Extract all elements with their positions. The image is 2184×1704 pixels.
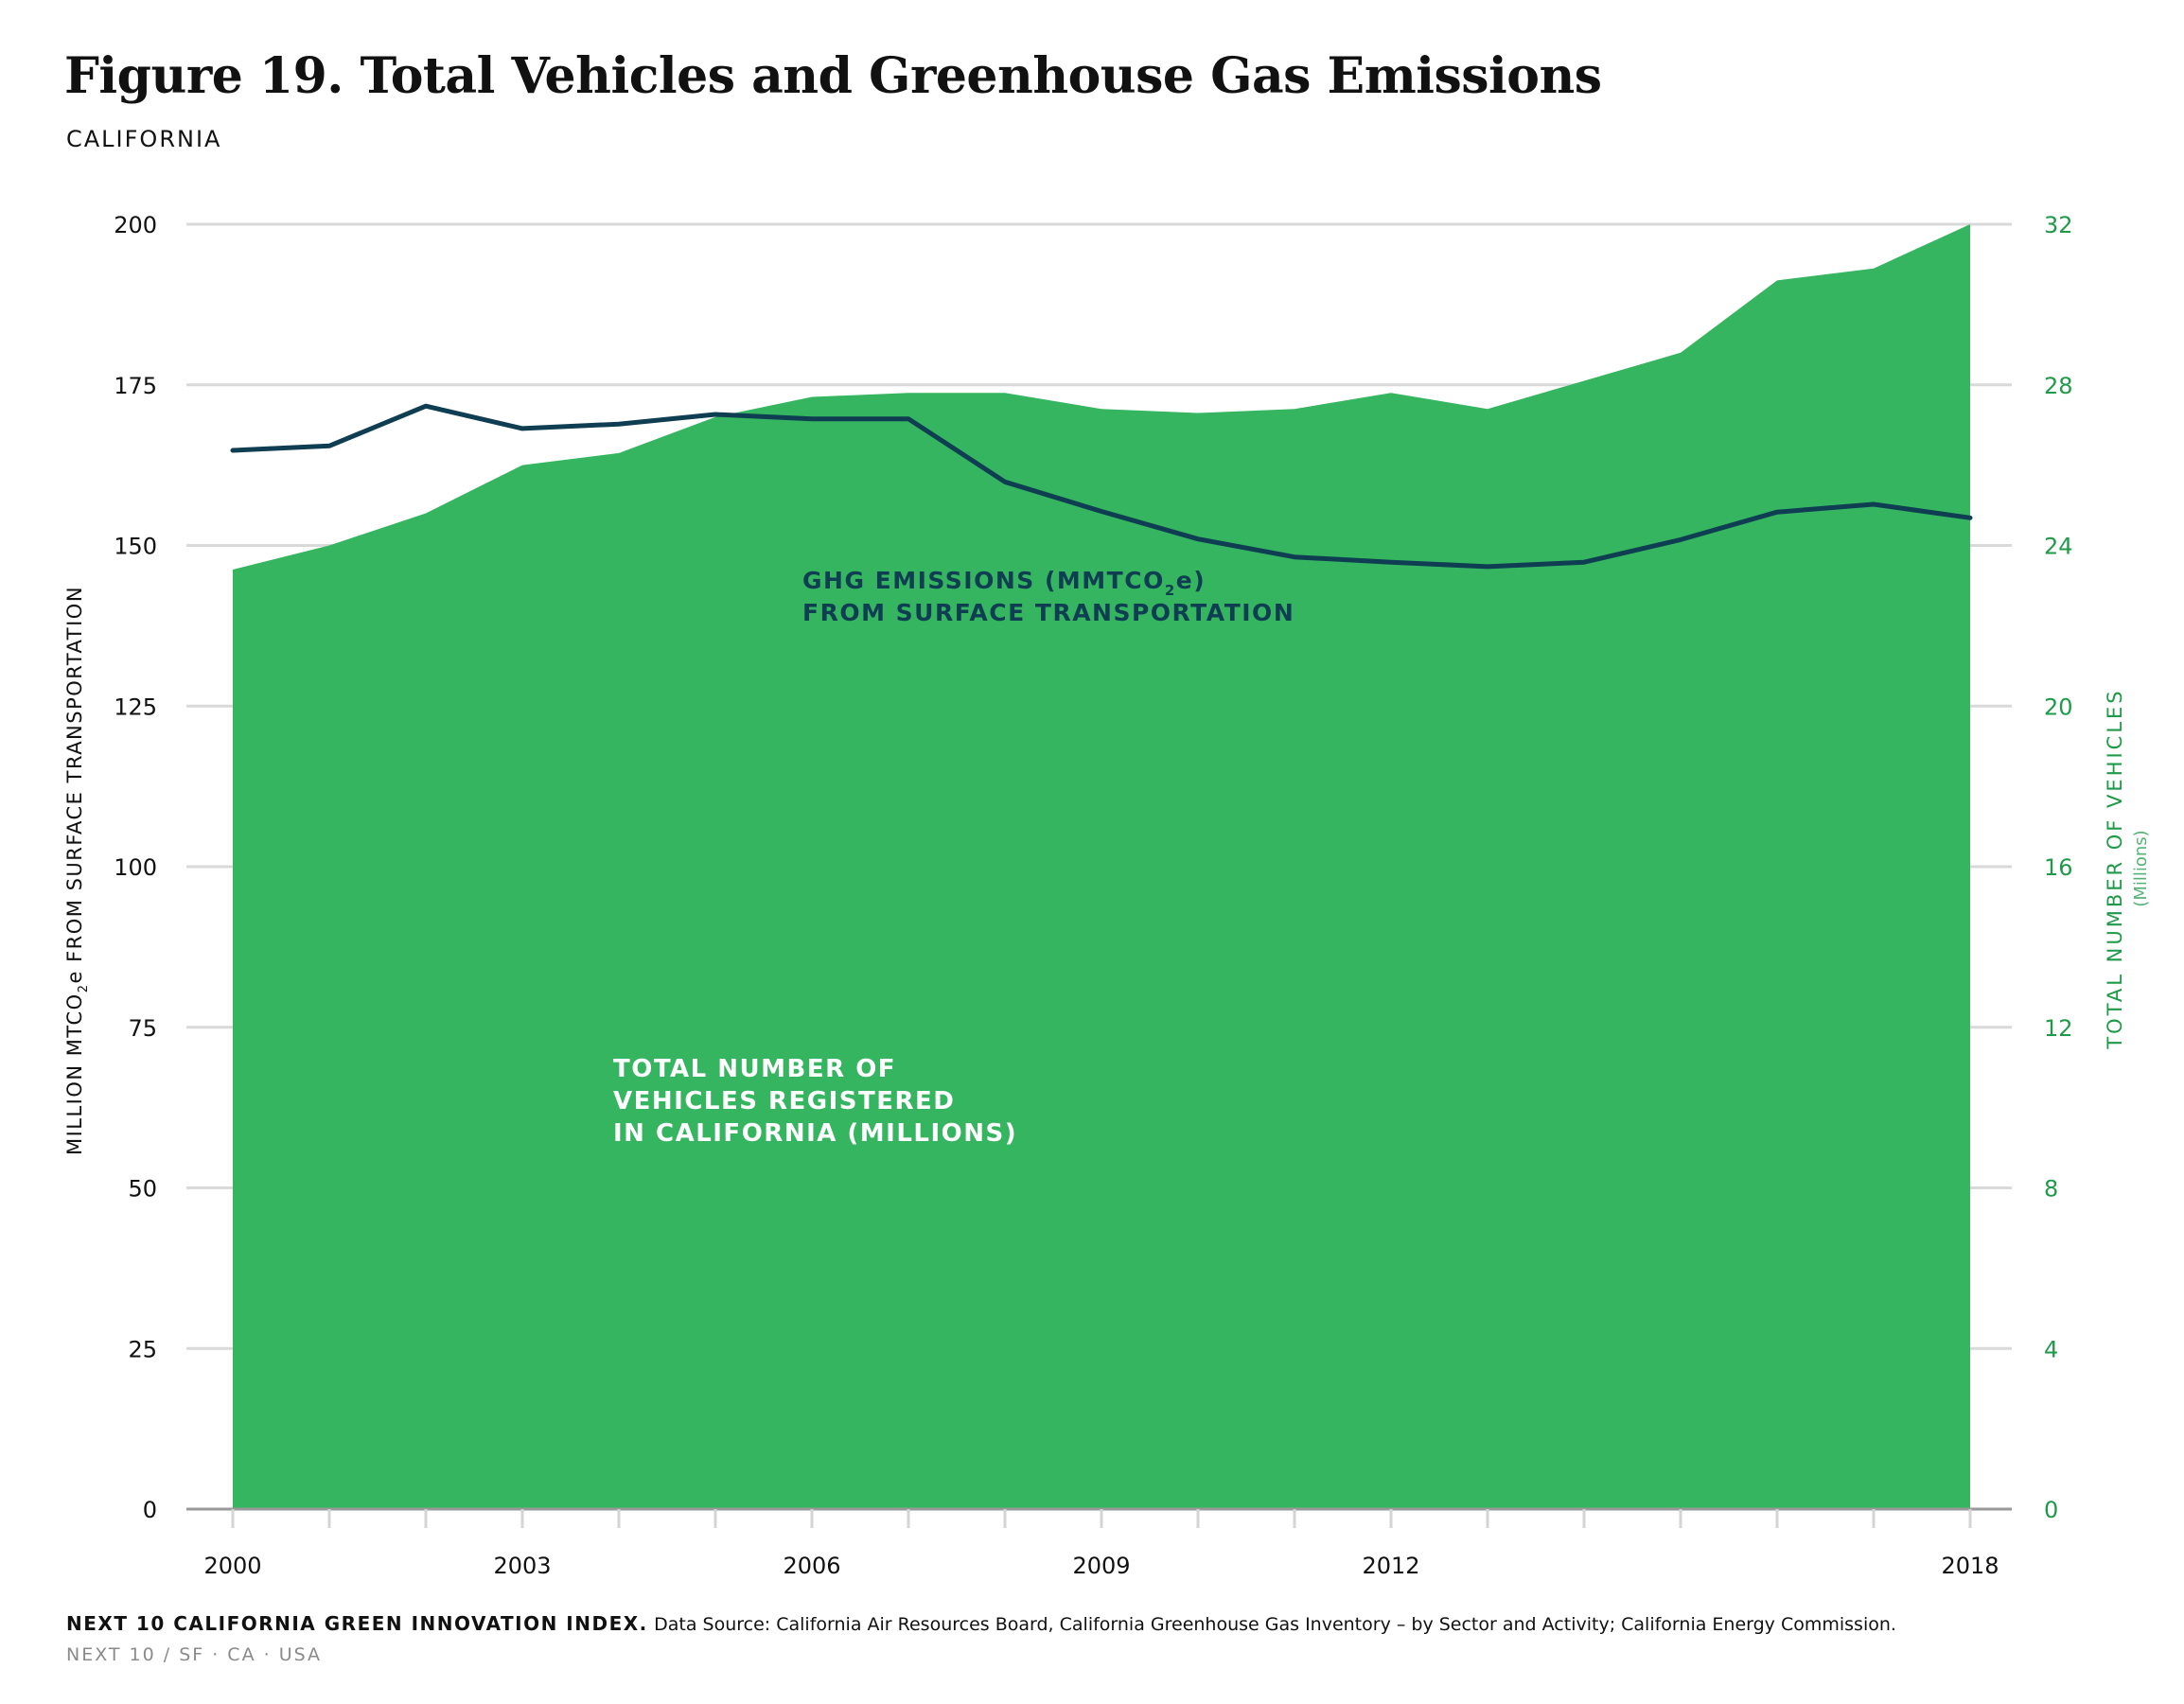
y-left-tick-label: 150 (114, 534, 157, 560)
vehicles-annotation-line3: IN CALIFORNIA (MILLIONS) (613, 1119, 1017, 1148)
y-right-tick-label: 4 (2044, 1336, 2058, 1362)
y-left-tick-label: 175 (114, 373, 157, 399)
y-left-tick-label: 125 (114, 694, 157, 720)
y-right-tick-label: 28 (2044, 373, 2073, 399)
y-left-tick-label: 100 (114, 854, 157, 881)
x-tick-label: 2018 (1941, 1553, 1999, 1579)
ghg-annotation: GHG EMISSIONS (MMTCO2e) (802, 567, 1206, 599)
y-right-tick-label: 16 (2044, 854, 2073, 881)
y-right-tick-label: 32 (2044, 212, 2073, 238)
right-axis-label: TOTAL NUMBER OF VEHICLES (2104, 688, 2126, 1049)
y-right-tick-label: 0 (2044, 1497, 2058, 1523)
y-left-tick-label: 25 (128, 1336, 157, 1362)
footer-source: NEXT 10 CALIFORNIA GREEN INNOVATION INDE… (66, 1612, 1896, 1635)
right-axis-units: (Millions) (2131, 830, 2151, 906)
left-axis-label: MILLION MTCO2e FROM SURFACE TRANSPORTATI… (63, 586, 91, 1155)
y-right-tick-label: 8 (2044, 1176, 2058, 1203)
vehicles-annotation-line1: TOTAL NUMBER OF (613, 1055, 896, 1083)
ghg-annotation-line2: FROM SURFACE TRANSPORTATION (802, 599, 1295, 626)
y-left-tick-label: 50 (128, 1176, 157, 1203)
y-right-tick-label: 24 (2044, 534, 2073, 560)
chart-subtitle: CALIFORNIA (66, 126, 222, 152)
vehicles-annotation-line2: VEHICLES REGISTERED (613, 1087, 955, 1116)
y-right-tick-label: 20 (2044, 694, 2073, 720)
x-tick-label: 2003 (493, 1553, 551, 1579)
y-left-tick-label: 75 (128, 1015, 157, 1042)
footer-org: NEXT 10 / SF · CA · USA (66, 1644, 323, 1665)
x-tick-label: 2009 (1072, 1553, 1130, 1579)
y-left-tick-label: 0 (143, 1497, 157, 1523)
footer-lead: NEXT 10 CALIFORNIA GREEN INNOVATION INDE… (66, 1612, 648, 1635)
y-left-tick-label: 200 (114, 212, 157, 238)
chart-title: Figure 19. Total Vehicles and Greenhouse… (64, 47, 1602, 105)
vehicles-area (233, 224, 1970, 1509)
ghg-emissions-line (230, 403, 1973, 570)
x-tick-label: 2000 (203, 1553, 261, 1579)
y-right-tick-label: 12 (2044, 1015, 2073, 1042)
footer-source-text: Data Source: California Air Resources Bo… (654, 1614, 1896, 1635)
x-tick-label: 2006 (783, 1553, 840, 1579)
x-tick-label: 2012 (1362, 1553, 1419, 1579)
